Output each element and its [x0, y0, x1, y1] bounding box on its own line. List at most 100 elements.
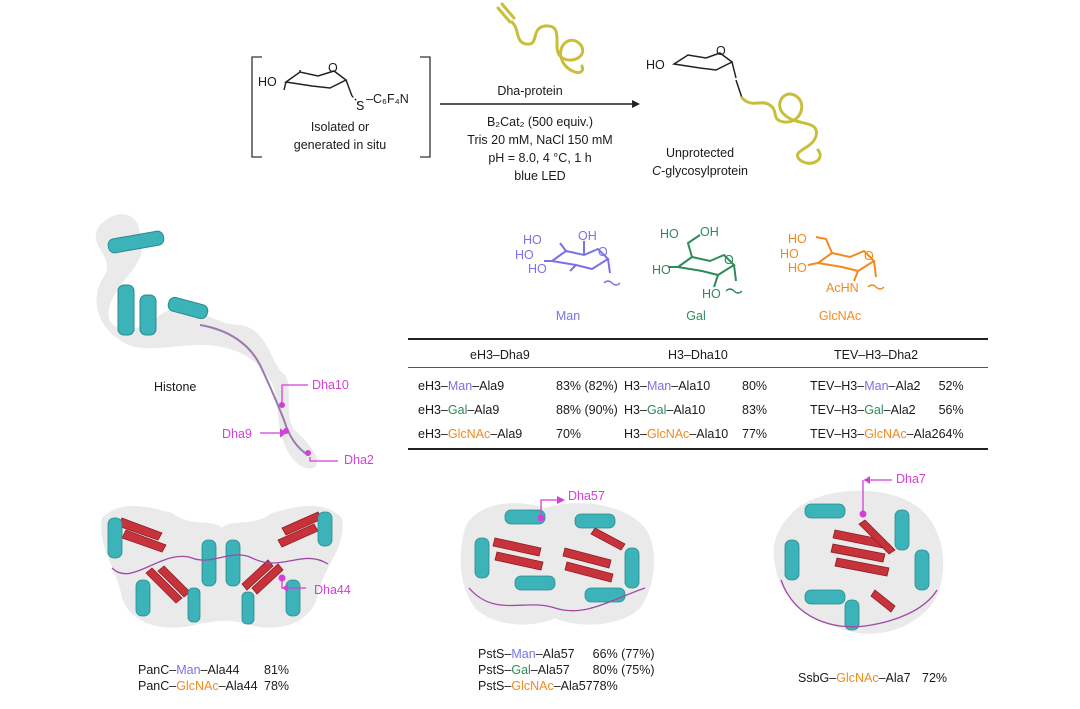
- ssbg-loops: [780, 579, 938, 628]
- conjugate-suffix: –Ala44: [218, 679, 258, 693]
- reagent-sugar-ring: [283, 70, 353, 97]
- tev-yield: 56%: [938, 403, 964, 417]
- reagent-ring-oxygen: O: [328, 61, 338, 75]
- conjugate-prefix: TEV–H3–: [810, 379, 865, 393]
- glcnac-ring-o: O: [864, 249, 874, 263]
- conjugate-suffix: –Ala2: [883, 403, 916, 417]
- h3-yield: 80%: [742, 379, 768, 393]
- gal-ring-o: O: [724, 253, 734, 267]
- panc-surface: [101, 506, 343, 628]
- conjugate-prefix: PanC–: [138, 663, 177, 677]
- man-oh: OH: [578, 229, 597, 243]
- panc-yield: 81%: [264, 663, 290, 677]
- product-label-line1: Unprotected: [665, 146, 735, 160]
- glcnac-ring: [807, 236, 877, 282]
- psts-conjugate-name: PstS–GlcNAc–Ala57: [478, 678, 593, 694]
- sugar-name-man: Man: [555, 309, 581, 323]
- list-item: PstS–Gal–Ala57 80% (75%): [478, 662, 673, 678]
- panc-yield-table: PanC–Man–Ala44 81% PanC–GlcNAc–Ala44 78%: [138, 662, 304, 694]
- reagent-ho-label: HO: [258, 75, 277, 89]
- dha-protein-cartoon: [496, 2, 584, 75]
- list-item: PanC–Man–Ala44 81%: [138, 662, 304, 678]
- conjugate-sugar: Man: [646, 379, 672, 393]
- conjugate-sugar: Man: [864, 379, 889, 393]
- table-top-rule: [408, 338, 988, 340]
- condition-light: blue LED: [514, 169, 566, 183]
- h3-conjugate-name: H3–GlcNAc–Ala10: [624, 422, 742, 446]
- man-ho-2: HO: [515, 248, 534, 262]
- ssbg-dha7-label: Dha7: [896, 472, 926, 486]
- ssbg-dha7-marker: [859, 510, 867, 518]
- conjugate-sugar: Gal: [646, 403, 667, 417]
- h3-conjugate-name: H3–Man–Ala10: [624, 374, 742, 398]
- histone-structure: [95, 214, 338, 469]
- conjugate-sugar: GlcNAc: [646, 427, 690, 441]
- tev-yield: 64%: [938, 427, 964, 441]
- ssbg-yield: 72%: [922, 671, 948, 685]
- reagent-linker: [351, 95, 361, 105]
- psts-conjugate-name: PstS–Gal–Ala57: [478, 662, 593, 678]
- man-ring-o: O: [598, 245, 608, 259]
- psts-yields: PstS–Man–Ala57 66% (77%) PstS–Gal–Ala57 80%…: [478, 646, 673, 694]
- reagent-leaving-group: –C₆F₄N: [366, 92, 409, 106]
- conjugate-prefix: H3–: [624, 403, 647, 417]
- conjugate-prefix: TEV–H3–: [810, 427, 865, 441]
- histone-surface: [95, 214, 317, 469]
- conjugate-sugar: Man: [511, 647, 536, 661]
- conjugate-prefix: eH3–: [418, 379, 448, 393]
- tev-conjugate-name: TEV–H3–Gal–Ala2: [810, 398, 939, 422]
- psts-dha57-label: Dha57: [568, 489, 605, 503]
- condition-catalyst: B₂Cat₂ (500 equiv.): [486, 115, 594, 129]
- psts-sheets: [492, 527, 626, 583]
- ssbg-conjugate-name: SsbG–GlcNAc–Ala7: [798, 670, 922, 686]
- conjugate-prefix: PstS–: [478, 679, 512, 693]
- conjugate-prefix: PstS–: [478, 663, 512, 677]
- conjugate-sugar: Gal: [511, 663, 531, 677]
- table-body: eH3–Man–Ala9 83% (82%) H3–Man–Ala10 80% TEV–…: [418, 374, 979, 446]
- eh3-yield: 83% (82%): [556, 379, 618, 393]
- condition-buffer: Tris 20 mM, NaCl 150 mM: [467, 133, 613, 147]
- list-item: SsbG–GlcNAc–Ala7 72%: [798, 670, 962, 686]
- conjugate-sugar: Man: [176, 663, 201, 677]
- reagent-sulfur: S: [356, 99, 365, 113]
- conjugate-sugar: GlcNAc: [864, 427, 907, 441]
- dha-protein-label: Dha-protein: [497, 84, 563, 98]
- ssbg-yields: SsbG–GlcNAc–Ala7 72%: [798, 670, 962, 686]
- product-label-rest: -glycosylprotein: [661, 164, 748, 178]
- ssbg-structure: [773, 480, 944, 634]
- ssbg-dha7-arrow: [864, 476, 892, 484]
- psts-conjugate-name: PstS–Man–Ala57: [478, 646, 593, 662]
- h3-conjugate-name: H3–Gal–Ala10: [624, 398, 742, 422]
- eh3-conjugate-name: eH3–Man–Ala9: [418, 374, 556, 398]
- list-item: PstS–Man–Ala57 66% (77%): [478, 646, 673, 662]
- man-ring: [544, 241, 611, 274]
- psts-helices: [474, 509, 640, 603]
- table-row: eH3–Man–Ala9 83% (82%) H3–Man–Ala10 80% TEV–…: [418, 374, 979, 398]
- yield-table: eH3–Man–Ala9 83% (82%) H3–Man–Ala10 80% TEV–…: [418, 374, 979, 446]
- product-sugar-ring: [671, 52, 743, 99]
- glcnac-ho-2: HO: [780, 247, 799, 261]
- conjugate-sugar: Gal: [447, 403, 468, 417]
- gal-oh: OH: [700, 225, 719, 239]
- product-label-line2: C-glycosylprotein: [630, 165, 770, 178]
- sugar-name-glcnac: GlcNAc: [818, 309, 862, 323]
- panc-conjugate-name: PanC–GlcNAc–Ala44: [138, 678, 264, 694]
- reagent-note-line2: generated in situ: [293, 138, 387, 152]
- tev-conjugate-name: TEV–H3–GlcNAc–Ala2: [810, 422, 939, 446]
- psts-yield: 66% (77%): [592, 647, 655, 661]
- panc-sheets: [117, 511, 323, 604]
- conjugate-prefix: PstS–: [478, 647, 512, 661]
- table-header-tev: TEV–H3–Dha2: [834, 348, 919, 362]
- table-row: eH3–Gal–Ala9 88% (90%) H3–Gal–Ala10 83% TEV–…: [418, 398, 979, 422]
- panc-loops: [111, 554, 329, 575]
- product-c-prefix: C: [652, 164, 662, 178]
- right-bracket: [420, 56, 431, 158]
- h3-yield: 83%: [742, 403, 768, 417]
- conjugate-suffix: –Ala7: [878, 671, 911, 685]
- condition-ph-temp: pH = 8.0, 4 °C, 1 h: [488, 151, 592, 165]
- conjugate-sugar: Man: [447, 379, 473, 393]
- panc-structure: [101, 506, 343, 628]
- conjugate-sugar: GlcNAc: [176, 679, 219, 693]
- conjugate-prefix: H3–: [624, 427, 647, 441]
- conjugate-prefix: TEV–H3–: [810, 403, 865, 417]
